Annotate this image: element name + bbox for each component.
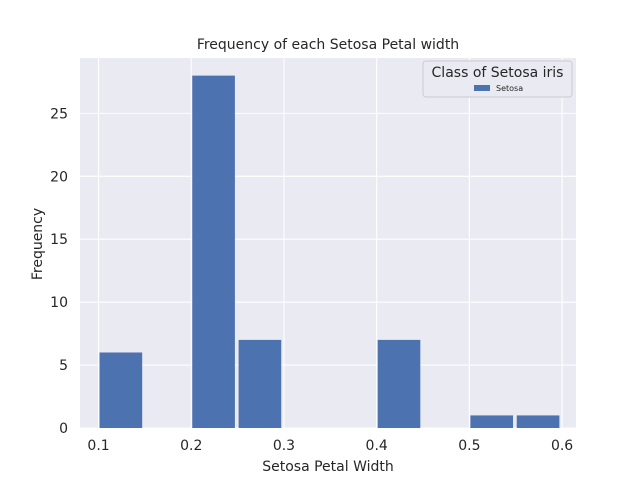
y-tick-label: 0 xyxy=(59,421,68,437)
histogram-bar xyxy=(99,352,143,428)
legend-title: Class of Setosa iris xyxy=(432,65,564,81)
x-tick-label: 0.5 xyxy=(458,438,480,454)
histogram-bar xyxy=(192,75,235,428)
plot-area xyxy=(80,58,576,428)
y-tick-label: 10 xyxy=(50,295,68,311)
x-tick-label: 0.6 xyxy=(551,438,573,454)
histogram-bar xyxy=(516,415,560,428)
y-tick-label: 25 xyxy=(50,106,68,122)
x-axis-label: Setosa Petal Width xyxy=(262,459,394,475)
legend-entry-setosa: Setosa xyxy=(496,84,523,93)
x-tick-label: 0.2 xyxy=(180,438,202,454)
x-axis-ticks: 0.1 0.2 0.3 0.4 0.5 0.6 xyxy=(87,438,573,454)
y-tick-label: 5 xyxy=(59,358,68,374)
legend-swatch-setosa xyxy=(474,85,490,91)
y-tick-label: 15 xyxy=(50,232,68,248)
x-tick-label: 0.1 xyxy=(87,438,109,454)
x-tick-label: 0.4 xyxy=(366,438,388,454)
legend: Class of Setosa iris Setosa xyxy=(422,60,573,98)
bars xyxy=(99,75,560,428)
legend-box xyxy=(422,60,573,98)
histogram-bar xyxy=(238,339,282,428)
histogram-bar xyxy=(470,415,514,428)
x-tick-label: 0.3 xyxy=(273,438,295,454)
histogram-bar xyxy=(377,339,421,428)
y-tick-label: 20 xyxy=(50,169,68,185)
y-axis-label: Frequency xyxy=(30,208,46,280)
chart-title: Frequency of each Setosa Petal width xyxy=(197,37,459,53)
y-axis-ticks: 0 5 10 15 20 25 xyxy=(50,106,68,437)
